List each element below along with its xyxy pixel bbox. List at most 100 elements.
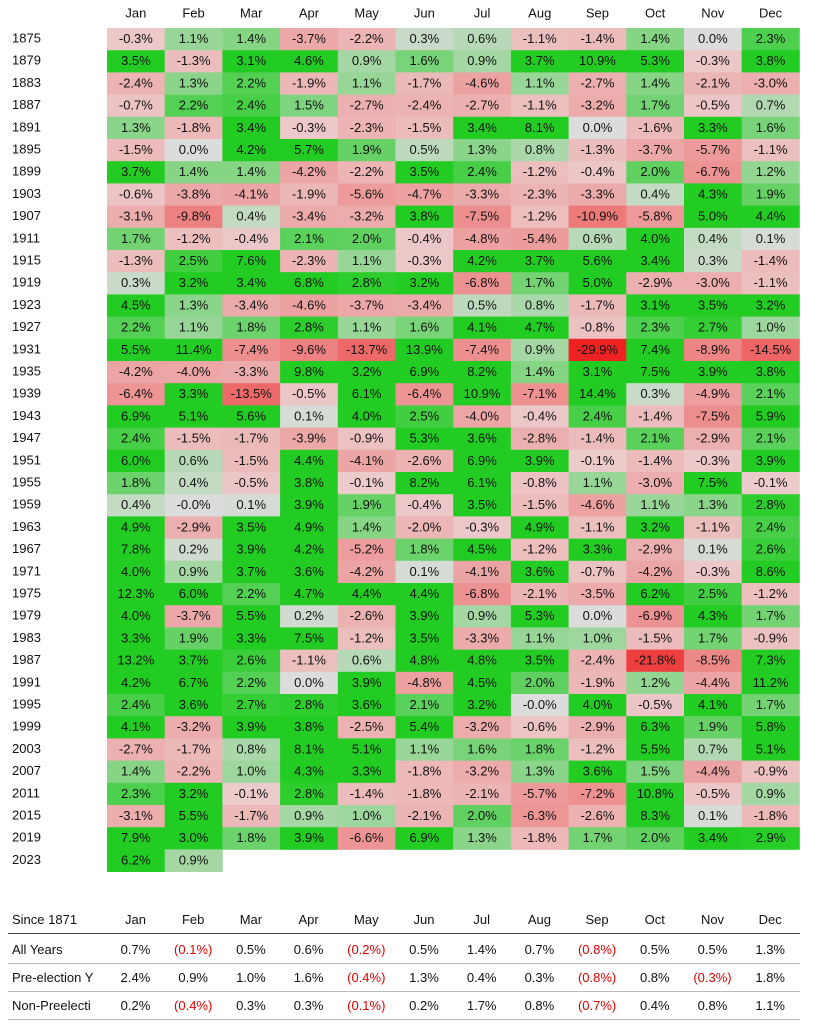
cell-value-1907-nov: 5.0%: [698, 209, 728, 224]
heatmap-cell-1911-sep: [568, 227, 627, 251]
cell-value-1935-jun: 6.9%: [410, 364, 440, 379]
heatmap-cell-1967-sep: [568, 538, 627, 562]
cell-value-1911-may: 2.0%: [352, 231, 382, 246]
row-label-1991: 1991: [12, 674, 41, 689]
cell-value-1975-feb: 6.0%: [179, 586, 209, 601]
cell-value-1943-dec: 5.9%: [756, 408, 786, 423]
heatmap-cell-1951-mar: [222, 449, 281, 473]
heatmap-cell-1971-jan: [107, 560, 166, 584]
column-header-nov: Nov: [701, 5, 725, 20]
heatmap-cell-1987-sep: [568, 649, 627, 673]
cell-value-1975-may: 4.4%: [352, 586, 382, 601]
heatmap-cell-2019-apr: [280, 827, 339, 850]
cell-value-1927-aug: 4.7%: [525, 320, 555, 335]
cell-value-1919-apr: 6.8%: [294, 275, 324, 290]
heatmap-cell-1963-jul: [453, 516, 512, 539]
cell-value-1979-jun: 3.9%: [410, 608, 440, 623]
cell-value-1879-aug: 3.7%: [525, 53, 555, 68]
heatmap-cell-1923-jan: [107, 294, 166, 317]
cell-value-1935-dec: 3.8%: [756, 364, 786, 379]
heatmap-cell-2011-feb: [164, 782, 223, 806]
cell-value-1939-mar: -13.5%: [231, 386, 273, 401]
cell-value-2007-aug: 1.3%: [525, 764, 555, 779]
heatmap-cell-1991-sep: [568, 671, 627, 695]
cell-value-1995-aug: -0.0%: [523, 697, 557, 712]
heatmap-cell-1891-jul: [453, 116, 512, 140]
cell-value-1983-apr: 7.5%: [294, 630, 324, 645]
heatmap-cell-1967-dec: [741, 538, 800, 562]
row-label-2007: 2007: [12, 763, 41, 778]
heatmap-cell-1883-feb: [164, 72, 223, 95]
heatmap-cell-1895-dec: [741, 139, 800, 162]
heatmap-cell-1907-feb: [164, 205, 223, 229]
cell-value-1979-mar: 5.5%: [236, 608, 266, 623]
summary-value-jun: 1.3%: [409, 970, 439, 985]
heatmap-cell-2007-aug: [510, 760, 569, 784]
heatmap-cell-1935-oct: [626, 361, 685, 384]
heatmap-cell-1967-jul: [453, 538, 512, 562]
cell-value-1887-sep: -3.2%: [580, 98, 614, 113]
heatmap-cell-1967-oct: [626, 538, 685, 562]
heatmap-cell-1899-sep: [568, 161, 627, 184]
heatmap-cell-1955-jul: [453, 472, 512, 495]
cell-value-2015-dec: -1.8%: [754, 808, 788, 823]
heatmap-cell-1967-jan: [107, 538, 166, 562]
cell-value-1935-mar: -3.3%: [234, 364, 268, 379]
heatmap-cell-1883-jan: [107, 72, 166, 95]
cell-value-1919-feb: 3.2%: [179, 275, 209, 290]
cell-value-2003-aug: 1.8%: [525, 741, 555, 756]
cell-value-2023-jan: 6.2%: [121, 852, 151, 867]
cell-value-2019-jul: 1.3%: [467, 830, 497, 845]
cell-value-1983-jun: 3.5%: [410, 630, 440, 645]
cell-value-2015-jan: -3.1%: [119, 808, 153, 823]
heatmap-cell-2015-apr: [280, 805, 339, 828]
heatmap-cell-1879-aug: [510, 50, 569, 73]
cell-value-1903-may: -5.6%: [350, 186, 384, 201]
heatmap-cell-1975-jun: [395, 583, 454, 606]
heatmap-cell-1943-nov: [684, 405, 743, 428]
heatmap-cell-1999-aug: [510, 716, 569, 739]
heatmap-cell-2007-jun: [395, 760, 454, 784]
heatmap-cell-1951-dec: [741, 449, 800, 473]
cell-value-1971-sep: -0.7%: [580, 564, 614, 579]
row-label-1895: 1895: [12, 142, 41, 157]
cell-value-1895-dec: -1.1%: [754, 142, 788, 157]
heatmap-cell-1887-may: [337, 94, 396, 118]
heatmap-cell-1947-aug: [510, 427, 569, 451]
heatmap-cell-2011-oct: [626, 782, 685, 806]
cell-value-1931-nov: -8.9%: [696, 342, 730, 357]
summary-value-apr: 0.6%: [293, 942, 324, 957]
cell-value-1911-nov: 0.4%: [698, 231, 728, 246]
cell-value-1895-feb: 0.0%: [179, 142, 209, 157]
cell-value-1943-mar: 5.6%: [236, 408, 266, 423]
cell-value-1875-mar: 1.4%: [236, 31, 266, 46]
cell-value-1879-sep: 10.9%: [579, 53, 616, 68]
cell-value-1923-sep: -1.7%: [580, 297, 614, 312]
cell-value-2015-feb: 5.5%: [179, 808, 209, 823]
heatmap-cell-1947-oct: [626, 427, 685, 451]
heatmap-cell-2007-mar: [222, 760, 281, 784]
cell-value-1995-apr: 2.8%: [294, 697, 324, 712]
cell-value-1883-apr: -1.9%: [292, 75, 326, 90]
heatmap-cell-1927-nov: [684, 316, 743, 340]
cell-value-1955-apr: 3.8%: [294, 475, 324, 490]
cell-value-1983-nov: 1.7%: [698, 630, 728, 645]
cell-value-2003-dec: 5.1%: [756, 741, 786, 756]
heatmap-cell-1891-oct: [626, 116, 685, 140]
heatmap-cell-1951-apr: [280, 449, 339, 473]
cell-value-1943-sep: 2.4%: [583, 408, 613, 423]
heatmap-cell-1999-sep: [568, 716, 627, 739]
cell-value-1879-jul: 0.9%: [467, 53, 497, 68]
cell-value-1983-dec: -0.9%: [754, 630, 788, 645]
heatmap-cell-1971-mar: [222, 560, 281, 584]
cell-value-1959-oct: 1.1%: [640, 497, 670, 512]
cell-value-2003-jan: -2.7%: [119, 741, 153, 756]
cell-value-1923-jan: 4.5%: [121, 297, 151, 312]
cell-value-1931-may: -13.7%: [346, 342, 388, 357]
cell-value-1935-aug: 1.4%: [525, 364, 555, 379]
cell-value-1895-jul: 1.3%: [467, 142, 497, 157]
cell-value-1995-nov: 4.1%: [698, 697, 728, 712]
cell-value-1987-jun: 4.8%: [410, 653, 440, 668]
cell-value-1931-sep: -29.9%: [577, 342, 619, 357]
cell-value-1891-jun: -1.5%: [407, 120, 441, 135]
